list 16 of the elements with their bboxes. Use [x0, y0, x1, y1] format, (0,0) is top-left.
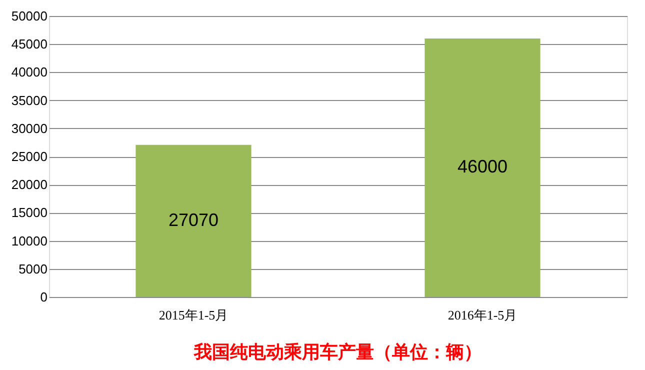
y-tick-label: 35000: [11, 92, 48, 108]
y-tick-label: 30000: [11, 120, 48, 136]
y-tick-label: 25000: [11, 149, 48, 164]
y-tick-label: 0: [40, 290, 48, 304]
y-tick-label: 50000: [11, 8, 48, 24]
y-tick-label: 45000: [11, 36, 48, 52]
text: 我国纯电动乘用车产量（单位：辆）: [193, 342, 482, 363]
y-tick-label: 15000: [11, 205, 48, 220]
y-tick-label: 5000: [18, 261, 48, 276]
y-tick-label: 10000: [11, 233, 48, 248]
data-label: 46000: [457, 156, 508, 177]
x-tick-label: 2016年1-5月: [448, 308, 518, 322]
y-tick-label: 40000: [11, 64, 48, 80]
x-tick-label: 2015年1-5月: [158, 308, 228, 322]
y-tick-label: 20000: [11, 177, 48, 192]
data-label: 27070: [168, 210, 219, 230]
